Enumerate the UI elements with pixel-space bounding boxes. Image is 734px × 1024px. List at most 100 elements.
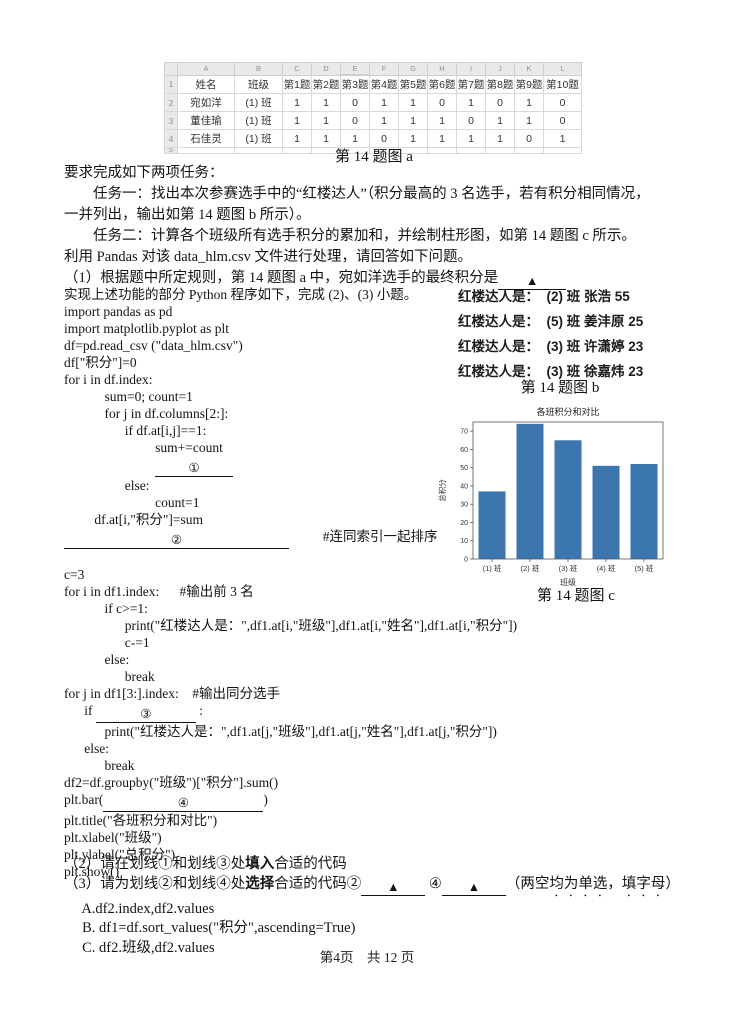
sheet-cell: 1 [398,129,428,148]
sheet-header-cell: 第2题 [311,74,341,94]
text-run: df["积分"]=0 [64,355,137,370]
sheet-row-number: 1 [164,74,178,94]
sheet-header-cell: 第8题 [485,74,515,94]
sheet-header-cell: 第5题 [398,74,428,94]
question-line: （3）请为划线②和划线④处选择合适的代码② ▲ ④ ▲ （两空均为单选，填字母） [64,875,694,900]
sheet-header-cell: 第9题 [514,74,544,94]
svg-text:40: 40 [460,483,468,490]
intro-line: 要求完成如下两项任务： [64,163,682,184]
sheet-column-letter: H [427,62,457,76]
text-run: c-=1 [64,635,150,650]
text-run: 选择 [245,875,275,892]
sheet-column-letter: I [456,62,486,76]
output-line: 红楼达人是： (3) 班 徐嘉炜 23 [458,359,643,384]
question-line: B. df1=df.sort_values("积分",ascending=Tru… [64,919,694,939]
sheet-column-letter: B [234,62,283,76]
intro-line: 利用 Pandas 对该 data_hlm.csv 文件进行处理，请回答如下问题… [64,247,682,268]
sheet-cell: 1 [369,93,399,112]
code-line: else: [64,740,624,757]
text-run: 实现上述功能的部分 Python 程序如下，完成 (2)、(3) 小题。 [64,287,418,302]
sheet-header-cell: 第1题 [282,74,312,94]
code-line: c-=1 [64,634,624,651]
figure-b-output: 红楼达人是： (2) 班 张浩 55 红楼达人是： (5) 班 姜沣原 25 红楼达… [458,284,643,384]
text-run: 填入 [245,856,275,872]
text-run: plt.ylabel("总积分") [64,847,176,862]
svg-text:60: 60 [460,447,468,454]
text-run: plt.title("各班积分和对比") [64,813,218,828]
sheet-cell: 1 [311,129,341,148]
text-run: else: [64,478,150,493]
text-run: ） [665,875,680,892]
text-run: B. df1=df.sort_values("积分",ascending=Tru… [64,920,356,936]
sheet-column-letter: A [177,62,235,76]
intro-line: 任务二：计算各个班级所有选手积分的累加和，并绘制柱形图，如第 14 题图 c 所… [64,226,682,247]
code-line: 实现上述功能的部分 Python 程序如下，完成 (2)、(3) 小题。 [64,286,624,303]
sheet-cell: 0 [543,111,582,130]
text-run: 任务二：计算各个班级所有选手积分的累加和，并绘制柱形图，如第 14 题图 c 所… [64,228,636,244]
text-run: df=pd.read_csv ("data_hlm.csv") [64,338,243,353]
figure-a-spreadsheet: A B C D E F G H I J K L 1 姓名 班级 第1题 第2题 第3题 第4题 第5题 第6题 第7题 第8… [164,62,582,154]
page-footer: 第4页 共 12 页 [319,950,415,965]
code-line: plt.title("各班积分和对比") [64,812,624,829]
code-line: ② #连同索引一起排序 [64,528,624,549]
sheet-header-cell: 第6题 [427,74,457,94]
text-run: else: [64,741,109,756]
text-run: （两空 [505,875,550,892]
text-run: plt.xlabel("班级") [64,830,162,845]
sheet-row-number: 2 [164,93,178,112]
sheet-cell [543,147,582,154]
blank-underline: ④ [103,796,264,812]
text-run: sum+=count [64,440,223,455]
code-line: c=3 [64,566,624,583]
sheet-column-letter: C [282,62,312,76]
svg-text:0: 0 [464,557,468,564]
sheet-column-letter: D [311,62,341,76]
code-line: sum=0; count=1 [64,388,624,405]
sheet-column-letter: E [340,62,370,76]
text-run: ④ [425,875,442,892]
text-run: A.df2.index,df2.values [64,900,215,917]
code-line: break [64,668,624,685]
sheet-cell: 0 [427,93,457,112]
text-run: 红楼达人是： (3) 班 许潇婷 23 [458,339,644,354]
text-run: C. df2.班级,df2.values [64,939,215,956]
text-run: （3）请为划线②和划线④处 [64,875,246,892]
code-line: df.at[i,"积分"]=sum [64,511,624,528]
sheet-cell: 1 [514,93,544,112]
svg-text:30: 30 [460,502,468,509]
sheet-header-cell: 第10题 [543,74,582,94]
code-line: else: [64,477,624,494]
sheet-cell: 董佳瑜 [177,111,235,130]
svg-text:(2) 班: (2) 班 [521,563,540,573]
sheet-cell: 1 [427,111,457,130]
sheet-cell: 1 [282,111,312,130]
text-run: break [64,758,135,773]
sheet-cell: 1 [485,129,515,148]
code-line: break [64,757,624,774]
task-intro-paragraph: 要求完成如下两项任务： 任务一：找出本次参赛选手中的“红楼达人”（积分最高的 3… [64,163,682,290]
svg-text:总积分: 总积分 [437,479,447,502]
sheet-column-letter: F [369,62,399,76]
text-run: plt.bar( [64,792,104,807]
code-line: count=1 [64,494,624,511]
text-run: 红楼达人是： (3) 班 徐嘉炜 23 [458,364,644,379]
sheet-cell: 1 [514,111,544,130]
svg-text:20: 20 [460,520,468,527]
code-line: if df.at[i,j]==1: [64,422,624,439]
text-run: （1）根据题中所定规则，第 14 题图 a 中，宛如洋选手的最终积分是 [64,270,499,286]
code-line: import pandas as pd [64,303,624,320]
question-line: （2）请在划线①和划线③处填入合适的代码 [64,855,694,875]
code-line: for j in df1[3:].index: #输出同分选手 [64,685,624,702]
svg-text:10: 10 [460,538,468,545]
text-run [64,457,155,472]
python-code-listing: 实现上述功能的部分 Python 程序如下，完成 (2)、(3) 小题。 impo… [64,286,624,880]
text-run: import pandas as pd [64,304,173,319]
sheet-cell: 宛如洋 [177,93,235,112]
sheet-cell: (1) 班 [234,93,283,112]
text-run: print("红楼达人是：",df1.at[j,"班级"],df1.at[j,"… [64,724,497,739]
text-run: 任务一：找出本次参赛选手中的“红楼达人”（积分最高的 3 名选手，若有积分相同情… [64,186,650,202]
code-line: df["积分"]=0 [64,354,624,371]
output-line: 红楼达人是： (3) 班 许潇婷 23 [458,334,643,359]
question-line: C. df2.班级,df2.values [64,939,694,959]
code-line: for j in df.columns[2:]: [64,405,624,422]
